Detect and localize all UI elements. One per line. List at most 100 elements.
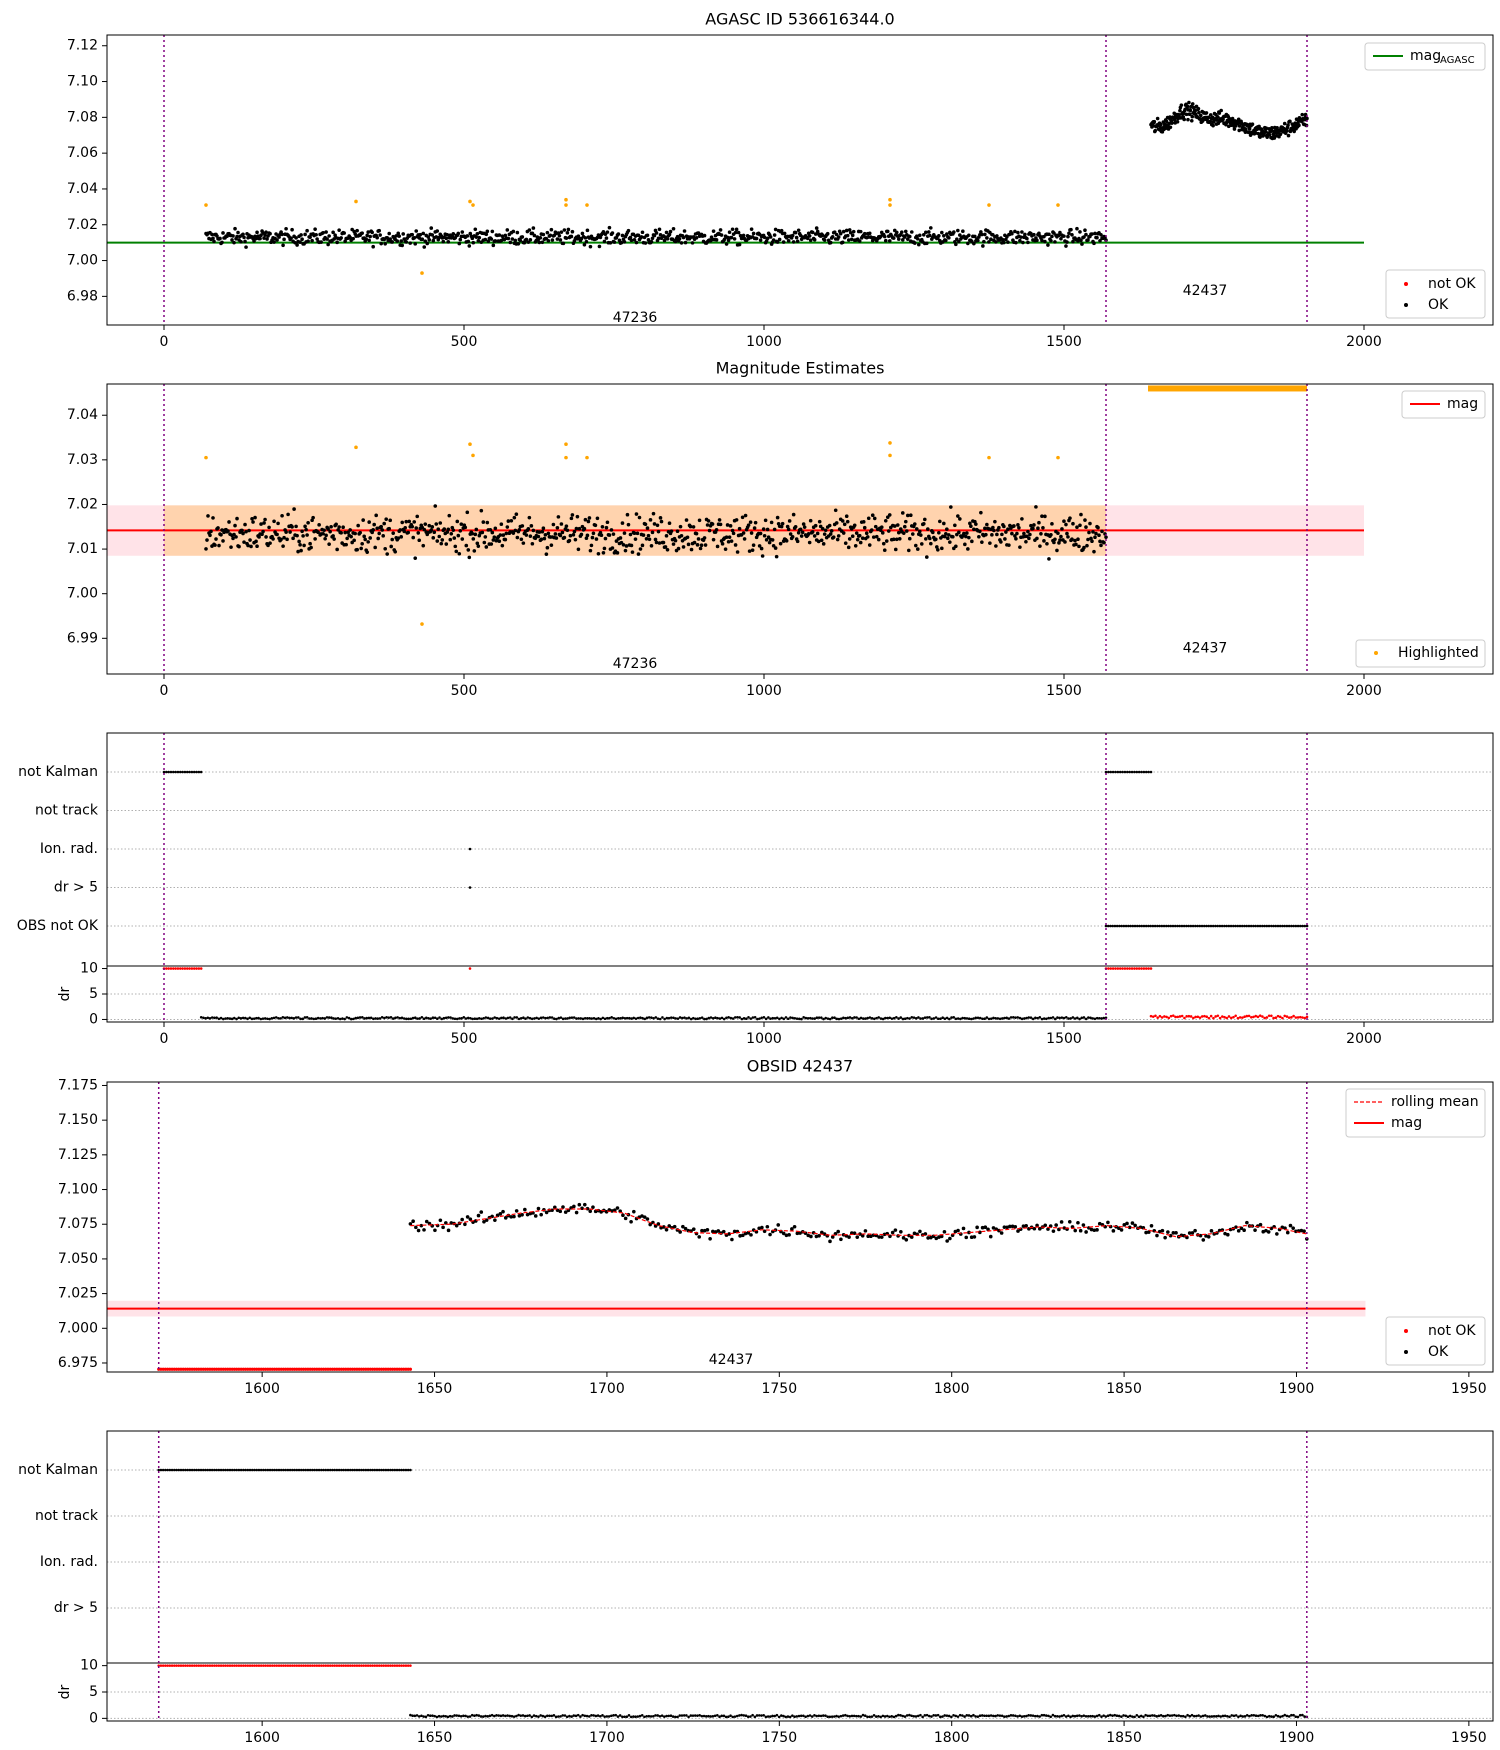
flag-point xyxy=(262,1468,265,1472)
ok-point xyxy=(987,240,991,244)
ok-point xyxy=(430,233,435,237)
dr-point xyxy=(1281,1714,1284,1718)
dr-point xyxy=(663,1715,666,1718)
x-tick-label: 500 xyxy=(451,1031,478,1047)
dr-point xyxy=(632,1016,636,1020)
ok-point xyxy=(441,239,446,244)
dr-point xyxy=(1209,1014,1213,1018)
ok-point xyxy=(828,1239,832,1244)
flag-point xyxy=(1285,924,1289,928)
dr-point xyxy=(402,1664,406,1667)
ok-point xyxy=(772,233,777,237)
ok-point xyxy=(1230,116,1235,121)
ok-point xyxy=(549,543,554,547)
flag-point xyxy=(366,1468,370,1472)
ok-point xyxy=(928,233,932,238)
dr-point xyxy=(586,1017,589,1020)
dr-point xyxy=(1056,1714,1059,1718)
dr-point xyxy=(331,1664,334,1667)
flag-point xyxy=(257,1468,261,1472)
chart-title: OBSID 42437 xyxy=(747,1057,853,1076)
dr-point xyxy=(404,1664,408,1667)
flag-point xyxy=(242,1468,245,1472)
dr-point xyxy=(378,1017,382,1020)
dr-point xyxy=(460,1017,463,1020)
ok-point xyxy=(497,539,502,543)
ok-point xyxy=(753,520,758,525)
dr-point xyxy=(268,1664,272,1667)
ok-point xyxy=(622,240,627,244)
flag-point xyxy=(382,1468,385,1472)
ok-point xyxy=(942,233,946,238)
dr-point xyxy=(1232,1714,1236,1718)
dr-point xyxy=(1283,1713,1287,1717)
ok-point xyxy=(925,555,929,559)
ok-point xyxy=(326,527,330,531)
dr-point xyxy=(484,1016,488,1019)
ok-point xyxy=(807,234,812,238)
ok-point xyxy=(760,554,765,558)
ok-point xyxy=(714,527,719,532)
dr-point xyxy=(598,1714,602,1718)
dr-point xyxy=(1299,1015,1302,1019)
ok-point xyxy=(303,524,307,529)
dr-point xyxy=(442,1714,445,1718)
highlighted-point xyxy=(564,197,568,202)
not-ok-point xyxy=(223,1367,228,1371)
ok-point xyxy=(591,1205,595,1209)
dr-point xyxy=(1276,1014,1280,1018)
ok-point xyxy=(858,229,863,234)
ok-point xyxy=(391,531,396,535)
ok-point xyxy=(918,1229,922,1234)
dr-point xyxy=(1173,1713,1176,1717)
ok-point xyxy=(813,232,818,236)
not-ok-point xyxy=(228,1367,232,1371)
dr-point xyxy=(235,1664,238,1667)
ok-point xyxy=(714,238,719,242)
ok-point xyxy=(919,542,924,546)
dr-point xyxy=(884,1016,887,1020)
ok-point xyxy=(647,537,652,542)
dr-point xyxy=(1025,1714,1028,1718)
ok-point xyxy=(836,534,841,538)
ok-point xyxy=(562,228,567,232)
ok-point xyxy=(345,536,349,541)
dr-point xyxy=(959,1017,962,1021)
flag-point xyxy=(1126,770,1129,774)
dr-point xyxy=(751,1016,755,1019)
ok-point xyxy=(852,1231,857,1235)
dr-point xyxy=(523,1714,527,1718)
ok-point xyxy=(505,228,510,232)
dr-point xyxy=(360,1016,364,1019)
dr-point xyxy=(969,1714,973,1718)
dr-point xyxy=(533,1017,536,1020)
dr-point xyxy=(879,1715,882,1719)
not-ok-point xyxy=(341,1367,346,1371)
flag-point xyxy=(373,1468,377,1472)
dr-point xyxy=(597,1017,600,1020)
ok-point xyxy=(523,1207,527,1212)
dr-point xyxy=(541,1016,545,1019)
dr-point xyxy=(1263,1016,1266,1020)
not-ok-point xyxy=(304,1367,308,1371)
ok-point xyxy=(475,232,480,236)
ok-point xyxy=(460,230,465,234)
ok-point xyxy=(665,548,670,552)
dr-point xyxy=(1292,1014,1295,1018)
ok-point xyxy=(661,1225,666,1229)
dr-point xyxy=(435,1715,439,1719)
not-ok-point xyxy=(259,1367,263,1371)
ok-point xyxy=(468,231,473,236)
dr-point xyxy=(208,1664,212,1667)
ok-point xyxy=(858,1232,862,1236)
dr-point xyxy=(936,1713,940,1717)
flag-point xyxy=(1240,924,1244,928)
dr-point xyxy=(828,1017,832,1021)
dr-point xyxy=(804,1016,808,1020)
dr-point xyxy=(193,1664,196,1667)
ok-point xyxy=(806,1233,811,1238)
flag-point xyxy=(206,1468,210,1472)
dr-point xyxy=(233,1016,236,1020)
dr-point xyxy=(464,1017,468,1020)
ok-point xyxy=(918,533,923,537)
